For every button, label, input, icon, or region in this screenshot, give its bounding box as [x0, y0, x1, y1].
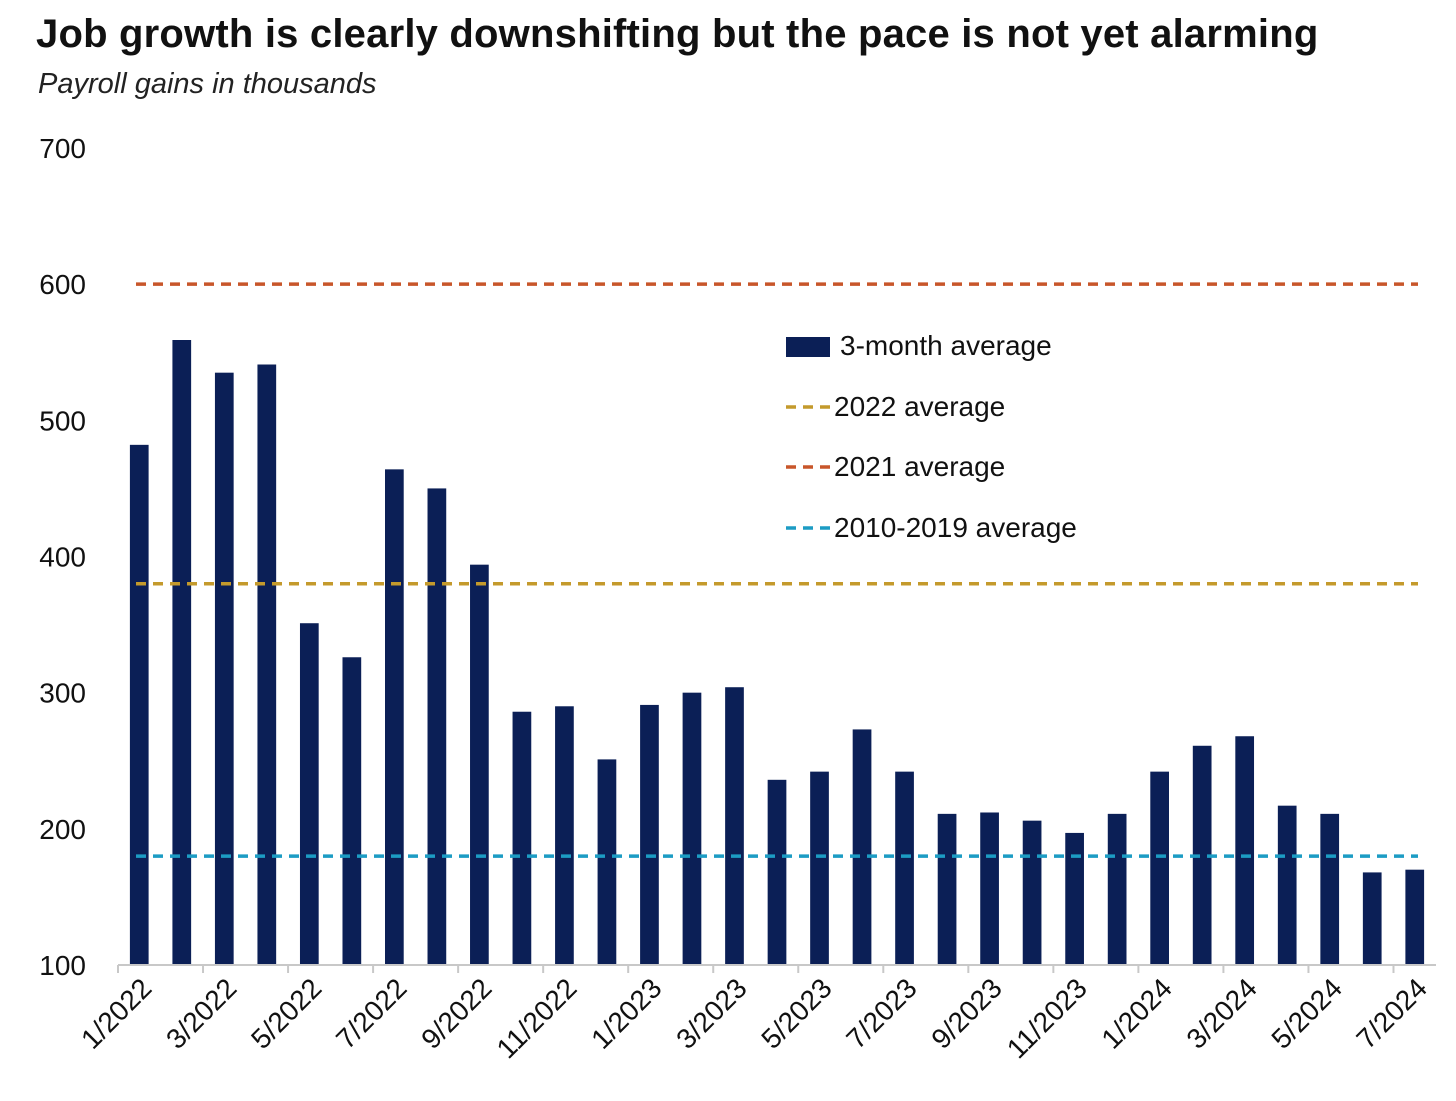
y-tick-label: 400: [39, 542, 86, 573]
x-tick-label: 3/2022: [160, 972, 242, 1054]
bar-7-2023: [895, 771, 914, 965]
x-tick-label: 9/2022: [415, 972, 497, 1054]
bar-10-2023: [1022, 820, 1042, 965]
bar-11-2023: [1065, 832, 1084, 965]
bar-6-2024: [1362, 872, 1382, 965]
y-tick-label: 600: [39, 269, 86, 300]
bar-6-2022: [342, 657, 362, 965]
y-tick-label: 700: [39, 133, 86, 164]
bar-7-2024: [1405, 869, 1425, 965]
x-tick-label: 11/2023: [1001, 972, 1093, 1064]
y-tick-label: 500: [39, 405, 86, 436]
bar-2-2022: [172, 340, 192, 965]
bar-3-2023: [725, 687, 744, 965]
bar-3-2022: [214, 372, 234, 965]
bar-9-2022: [470, 564, 489, 965]
bar-3-2024: [1235, 736, 1255, 965]
bar-1-2023: [640, 704, 659, 965]
chart-subtitle: Payroll gains in thousands: [38, 68, 377, 100]
bar-5-2022: [299, 623, 319, 965]
x-tick-label: 5/2023: [755, 972, 837, 1054]
bar-4-2022: [257, 364, 277, 965]
x-tick-label: 1/2023: [585, 972, 667, 1054]
bar-8-2022: [427, 488, 447, 965]
bar-4-2023: [767, 779, 787, 965]
x-tick-label: 9/2023: [925, 972, 1007, 1054]
x-tick-label: 5/2022: [245, 972, 327, 1054]
bar-1-2022: [129, 444, 149, 966]
y-tick-label: 100: [39, 950, 86, 981]
legend-label-2010-2019-average: 2010-2019 average: [834, 512, 1077, 543]
chart-title: Job growth is clearly downshifting but t…: [36, 12, 1319, 56]
bar-9-2023: [980, 812, 999, 965]
legend-label-2021-average: 2021 average: [834, 451, 1005, 482]
bar-4-2024: [1277, 805, 1297, 965]
x-tick-label: 7/2024: [1351, 972, 1433, 1054]
bar-11-2022: [555, 706, 574, 965]
x-tick-label: 3/2023: [670, 972, 752, 1054]
bar-1-2024: [1150, 771, 1169, 965]
legend-label-2022-average: 2022 average: [834, 391, 1005, 422]
bar-12-2023: [1107, 813, 1127, 965]
bar-12-2022: [597, 759, 617, 965]
bar-6-2023: [852, 729, 872, 965]
x-tick-label: 11/2022: [491, 972, 583, 1064]
bar-5-2023: [810, 771, 829, 965]
y-tick-label: 200: [39, 814, 86, 845]
x-tick-label: 3/2024: [1180, 972, 1262, 1054]
legend-swatch-3-month-average: [786, 337, 830, 357]
bar-8-2023: [937, 813, 957, 965]
bar-2-2023: [682, 692, 702, 965]
bar-10-2022: [512, 711, 532, 965]
x-tick-label: 7/2022: [330, 972, 412, 1054]
bar-5-2024: [1320, 813, 1340, 965]
bar-7-2022: [385, 469, 404, 965]
legend-label-3-month-average: 3-month average: [840, 330, 1052, 361]
x-tick-label: 7/2023: [840, 972, 922, 1054]
x-tick-label: 1/2024: [1095, 972, 1177, 1054]
x-tick-label: 1/2022: [75, 972, 157, 1054]
y-tick-label: 300: [39, 678, 86, 709]
x-tick-label: 5/2024: [1265, 972, 1347, 1054]
bar-2-2024: [1192, 745, 1212, 965]
legend: 3-month average 2022 average 2021 average 2…: [786, 330, 1077, 543]
